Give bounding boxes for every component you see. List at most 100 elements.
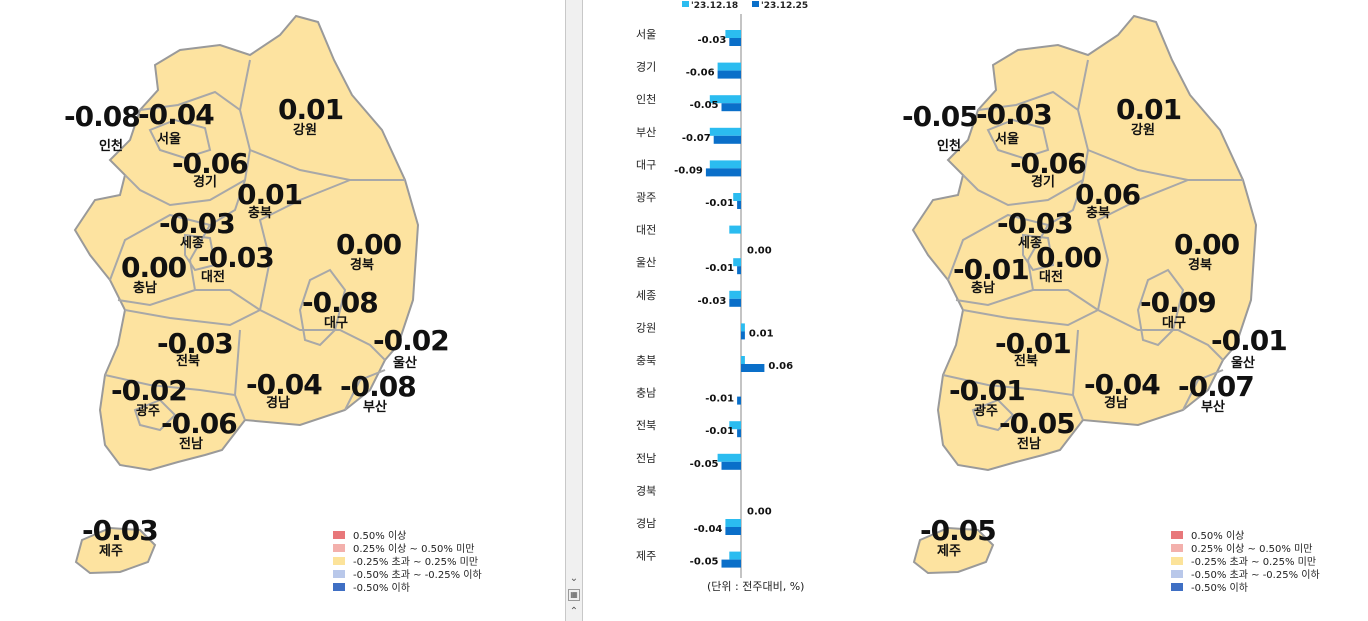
- value-daejeon: 0.00: [1036, 241, 1102, 274]
- legend-item: -0.25% 초과 ~ 0.25% 미만: [1171, 553, 1317, 568]
- label-sejong: 세종: [180, 236, 204, 251]
- data-label: 0.00: [747, 246, 772, 257]
- data-label: -0.01: [705, 263, 734, 274]
- bar: [709, 160, 741, 169]
- province-borders: [942, 59, 1243, 432]
- bar-legend: '23.12.18 '23.12.25: [682, 1, 808, 11]
- legend-label: -0.50% 이하: [1191, 583, 1248, 594]
- category-label: 대전: [636, 224, 656, 237]
- value-gyeongbuk: 0.00: [1174, 228, 1240, 261]
- value-sejong: -0.03: [159, 207, 236, 240]
- label-jeonnam: 전남: [1017, 437, 1041, 452]
- legend-label: 0.50% 이상: [1191, 531, 1245, 542]
- label-incheon: 인천: [937, 139, 961, 154]
- vertical-scrollbar[interactable]: ⌄ ▦ ⌃: [565, 0, 583, 621]
- label-gangwon: 강원: [1131, 123, 1155, 138]
- category-label: 강원: [636, 321, 656, 334]
- data-label: -0.01: [705, 394, 734, 405]
- data-label: -0.05: [690, 557, 719, 568]
- bar-chart: '23.12.18 '23.12.25 서울 -0.03 경기 -0.06 인천 -0.05…: [636, 1, 808, 593]
- bar: [729, 225, 741, 234]
- bar: [737, 396, 741, 405]
- bar: [725, 519, 741, 527]
- legend-label: 0.50% 이상: [353, 531, 407, 542]
- legend-swatch: [333, 556, 345, 565]
- label-seoul: 서울: [995, 132, 1019, 147]
- label-chungnam: 충남: [133, 281, 157, 296]
- value-jeonnam: -0.05: [999, 407, 1076, 440]
- legend-swatch: [1171, 569, 1183, 578]
- label-jeonbuk: 전북: [176, 354, 200, 369]
- data-label: -0.04: [694, 524, 723, 535]
- legend-item: -0.50% 초과 ~ -0.25% 이하: [1171, 566, 1320, 581]
- category-label: 울산: [636, 256, 656, 269]
- province-borders: [104, 59, 405, 432]
- label-ulsan: 울산: [393, 356, 417, 371]
- category-label: 경기: [636, 61, 656, 74]
- legend-label: 0.25% 이상 ~ 0.50% 미만: [1191, 544, 1313, 555]
- bar: [709, 95, 741, 104]
- page-icon[interactable]: ▦: [568, 589, 580, 601]
- value-daegu: -0.08: [302, 286, 379, 319]
- bar: [741, 356, 745, 364]
- legend-item: -0.50% 이하: [333, 579, 410, 594]
- legend-swatch: [333, 530, 345, 539]
- chevron-down-icon[interactable]: ⌄: [569, 573, 579, 584]
- legend-swatch: [752, 1, 759, 7]
- bar: [725, 527, 741, 535]
- korea-map-shape-right: [911, 14, 1258, 575]
- label-jeju: 제주: [99, 544, 123, 559]
- legend-item: -0.50% 이하: [1171, 579, 1248, 594]
- bar: [725, 30, 741, 38]
- category-label: 부산: [636, 126, 656, 139]
- value-seoul: -0.03: [976, 98, 1053, 131]
- bar-rows: 서울 -0.03 경기 -0.06 인천 -0.05 부산 -0.07 대구 -0.09 광주 -0.…: [636, 14, 793, 578]
- value-ulsan: -0.02: [373, 324, 450, 357]
- category-label: 광주: [636, 191, 656, 204]
- bar: [721, 103, 741, 112]
- value-incheon: -0.08: [64, 100, 141, 133]
- value-gangwon: 0.01: [1116, 93, 1182, 126]
- mainland-shape: [73, 14, 420, 472]
- bar: [709, 127, 741, 136]
- legend-label: -0.25% 초과 ~ 0.25% 미만: [353, 557, 479, 568]
- value-gyeonggi: -0.06: [172, 147, 249, 180]
- label-chungnam: 충남: [971, 281, 995, 296]
- label-gyeongnam: 경남: [1104, 396, 1128, 411]
- category-label: 인천: [636, 92, 656, 106]
- value-gwangju: -0.02: [111, 374, 188, 407]
- data-label: 0.00: [747, 506, 772, 517]
- bar: [741, 323, 745, 332]
- category-label: 전남: [636, 452, 656, 465]
- value-chungbuk: 0.01: [237, 178, 303, 211]
- label-incheon: 인천: [99, 139, 123, 154]
- value-gyeongnam: -0.04: [1084, 368, 1161, 401]
- value-daegu: -0.09: [1140, 286, 1217, 319]
- bar: [717, 453, 741, 462]
- legend-item: 0.50% 이상: [1171, 527, 1245, 542]
- value-chungbuk: 0.06: [1075, 178, 1141, 211]
- bar: [733, 193, 741, 201]
- value-jeonbuk: -0.03: [157, 327, 234, 360]
- legend-label: -0.25% 초과 ~ 0.25% 미만: [1191, 557, 1317, 568]
- label-gyeongbuk: 경북: [1188, 258, 1212, 273]
- legend-item: -0.50% 초과 ~ -0.25% 이하: [333, 566, 482, 581]
- bar: [713, 135, 741, 144]
- label-jeonbuk: 전북: [1014, 354, 1038, 369]
- data-label: -0.05: [690, 459, 719, 470]
- label-gyeonggi: 경기: [1031, 175, 1055, 190]
- value-sejong: -0.03: [997, 207, 1074, 240]
- legend-swatch: [1171, 530, 1183, 539]
- value-gwangju: -0.01: [949, 374, 1026, 407]
- legend-swatch: [333, 543, 345, 552]
- right-map-panel: -0.05 인천 -0.03 서울 0.01 강원 -0.06 경기 0.06 …: [838, 0, 1368, 621]
- legend-label: 0.25% 이상 ~ 0.50% 미만: [353, 544, 475, 555]
- double-chevron-up-icon[interactable]: ⌃: [569, 606, 579, 617]
- data-label: -0.05: [690, 100, 719, 111]
- label-daegu: 대구: [324, 316, 348, 331]
- value-gyeonggi: -0.06: [1010, 147, 1087, 180]
- legend-label: -0.50% 초과 ~ -0.25% 이하: [353, 570, 482, 581]
- category-label: 경남: [636, 517, 656, 530]
- bar: [729, 290, 741, 299]
- bar: [729, 551, 741, 560]
